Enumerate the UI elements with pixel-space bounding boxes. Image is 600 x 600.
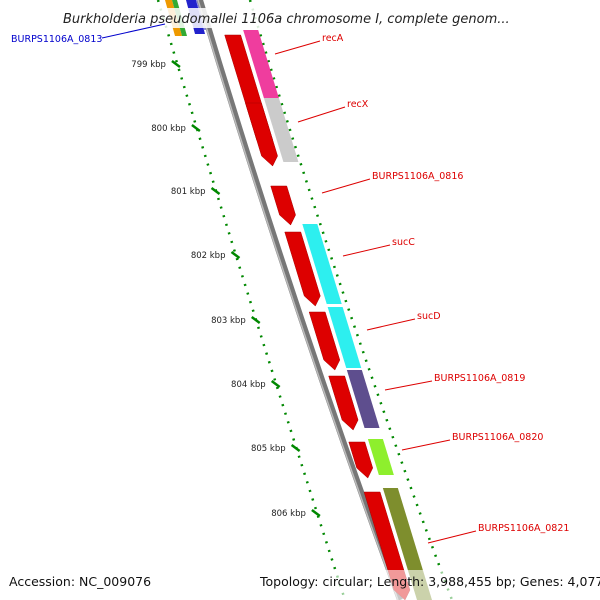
scale-tick-mark	[290, 444, 301, 452]
cog-category-bar[interactable]	[346, 370, 380, 428]
gene-label-line	[342, 244, 391, 257]
scale-tick-label: 803 kbp	[211, 316, 246, 326]
footer-background	[0, 570, 600, 600]
cog-category-bar[interactable]	[302, 224, 342, 304]
gene-features	[224, 30, 432, 600]
gene-label-line	[366, 318, 416, 331]
gene-arrow[interactable]	[284, 231, 321, 307]
gene-label[interactable]: recA	[322, 33, 344, 44]
scale-tick-label: 805 kbp	[251, 444, 286, 454]
gene-arrow[interactable]	[245, 102, 278, 167]
gene-label[interactable]: sucC	[392, 237, 415, 248]
gene-label[interactable]: recX	[347, 99, 369, 110]
gene-label[interactable]: BURPS1106A_0820	[452, 432, 543, 443]
map-title: Burkholderia pseudomallei 1106a chromoso…	[63, 12, 510, 27]
gene-label[interactable]: BURPS1106A_0821	[478, 523, 569, 534]
cog-category-bar[interactable]	[243, 30, 279, 98]
gene-arrow[interactable]	[270, 185, 296, 226]
scale-tick-label: 799 kbp	[131, 60, 166, 70]
scale-tick-mark	[171, 60, 181, 68]
gene-label-line	[321, 178, 371, 194]
scale-tick-mark	[191, 124, 201, 132]
gene-label-line	[274, 40, 321, 55]
gene-arrow[interactable]	[348, 441, 374, 479]
gene-label-line	[297, 106, 346, 123]
gene-label-line	[384, 380, 433, 391]
gene-label[interactable]: BURPS1106A_0819	[434, 373, 525, 384]
scale-ticks: 799 kbp 800 kbp 801 kbp 802 kbp 803 kbp 804 k…	[131, 60, 321, 519]
gene-arrow[interactable]	[328, 375, 359, 431]
scale-tick-label: 800 kbp	[151, 124, 186, 134]
gene-label[interactable]: sucD	[417, 311, 441, 322]
scale-tick-mark	[311, 509, 321, 517]
scale-tick-mark	[210, 187, 221, 195]
scale-tick-label: 801 kbp	[171, 187, 206, 197]
offscreen-gene-label[interactable]: BURPS1106A_0813	[11, 34, 102, 45]
cog-category-bar[interactable]	[367, 439, 394, 475]
scale-tick-label: 802 kbp	[191, 251, 226, 261]
gene-label-line	[401, 439, 451, 451]
scale-tick-label: 806 kbp	[271, 509, 306, 519]
sequence-backbone	[197, 0, 403, 600]
topology-text: Topology: circular; Length: 3,988,455 bp…	[259, 574, 600, 589]
scale-tick-mark	[270, 380, 281, 388]
gene-arrow[interactable]	[308, 311, 341, 371]
gene-label[interactable]: BURPS1106A_0816	[372, 171, 463, 182]
gene-label-line	[427, 530, 477, 544]
title-background	[55, 8, 545, 28]
cog-category-bar[interactable]	[327, 307, 362, 368]
scale-tick-mark	[250, 316, 261, 324]
cog-category-bar[interactable]	[263, 98, 299, 162]
offscreen-label-line	[101, 23, 166, 39]
gene-labels: recA recX BURPS1106A_0816 sucC sucD BURPS1106…	[274, 33, 569, 544]
scale-tick-label: 804 kbp	[231, 380, 266, 390]
sequence-backbone-highlight	[197, 0, 399, 600]
accession-text: Accession: NC_009076	[9, 574, 151, 589]
scale-tick-mark	[230, 251, 241, 259]
